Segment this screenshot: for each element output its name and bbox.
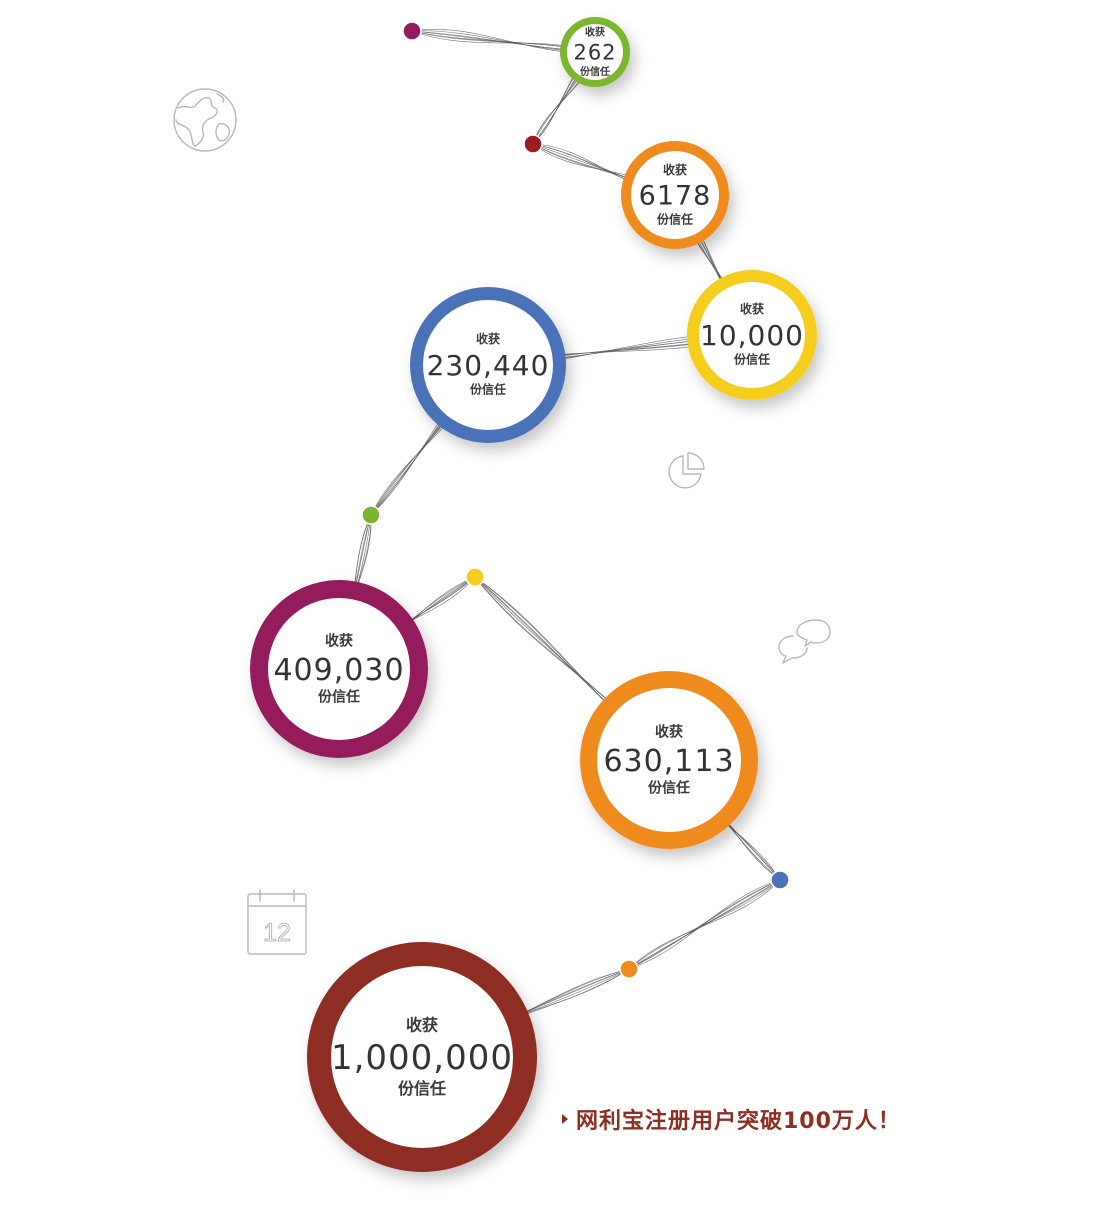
connector-line	[628, 879, 781, 970]
milestone-inner	[423, 300, 553, 430]
milestone-label-bottom: 份信任	[318, 689, 360, 706]
junction-dot	[402, 21, 422, 41]
milestone-label-top: 收获	[325, 633, 353, 650]
milestone-value: 262	[573, 41, 616, 65]
milestone-inner	[268, 598, 410, 740]
milestone-label-bottom: 份信任	[657, 211, 693, 226]
connector-line	[628, 879, 781, 970]
junction-dots	[361, 21, 790, 979]
milestone-value: 6178	[639, 181, 712, 212]
junction-dot	[770, 870, 790, 890]
milestone-label-top: 收获	[585, 26, 605, 39]
milestone-value: 1,000,000	[331, 1038, 513, 1078]
milestone-inner	[597, 688, 741, 832]
junction-dot	[465, 567, 485, 587]
milestone-nodes: 收获262份信任收获6178份信任收获10,000份信任收获230,440份信任…	[250, 17, 817, 1172]
calendar-date: 12	[263, 919, 291, 947]
chat-bubbles-icon	[778, 619, 831, 664]
milestone-label-top: 收获	[406, 1015, 438, 1034]
connector-line	[628, 879, 781, 970]
milestone-value: 630,113	[603, 744, 734, 779]
milestone-label-bottom: 份信任	[580, 65, 610, 78]
connector-line	[628, 879, 781, 970]
milestone-label-bottom: 份信任	[470, 382, 506, 397]
globe-icon	[173, 88, 237, 152]
milestone-value: 10,000	[700, 319, 804, 352]
caption-text: 网利宝注册用户突破100万人！	[576, 1109, 901, 1134]
junction-dot	[619, 959, 639, 979]
milestone-label-top: 收获	[655, 724, 683, 741]
junction-dot	[361, 505, 381, 525]
milestone-label-bottom: 份信任	[734, 352, 770, 367]
milestone-inner	[331, 966, 513, 1148]
caption: 网利宝注册用户突破100万人！	[562, 1103, 901, 1135]
milestone-inner	[567, 24, 623, 80]
milestone-value: 409,030	[273, 653, 404, 688]
milestone-label-top: 收获	[740, 301, 764, 316]
milestone-inner	[699, 282, 805, 388]
calendar-icon: 12	[247, 889, 307, 955]
milestone-label-bottom: 份信任	[398, 1079, 446, 1098]
caption-arrow-icon	[562, 1114, 568, 1124]
pie-chart-icon	[668, 452, 705, 489]
milestone-label-top: 收获	[663, 162, 687, 177]
milestone-value: 230,440	[427, 349, 550, 382]
milestone-label-top: 收获	[476, 331, 500, 346]
milestone-inner	[631, 151, 719, 239]
junction-dot	[523, 134, 543, 154]
milestone-label-bottom: 份信任	[648, 780, 690, 797]
